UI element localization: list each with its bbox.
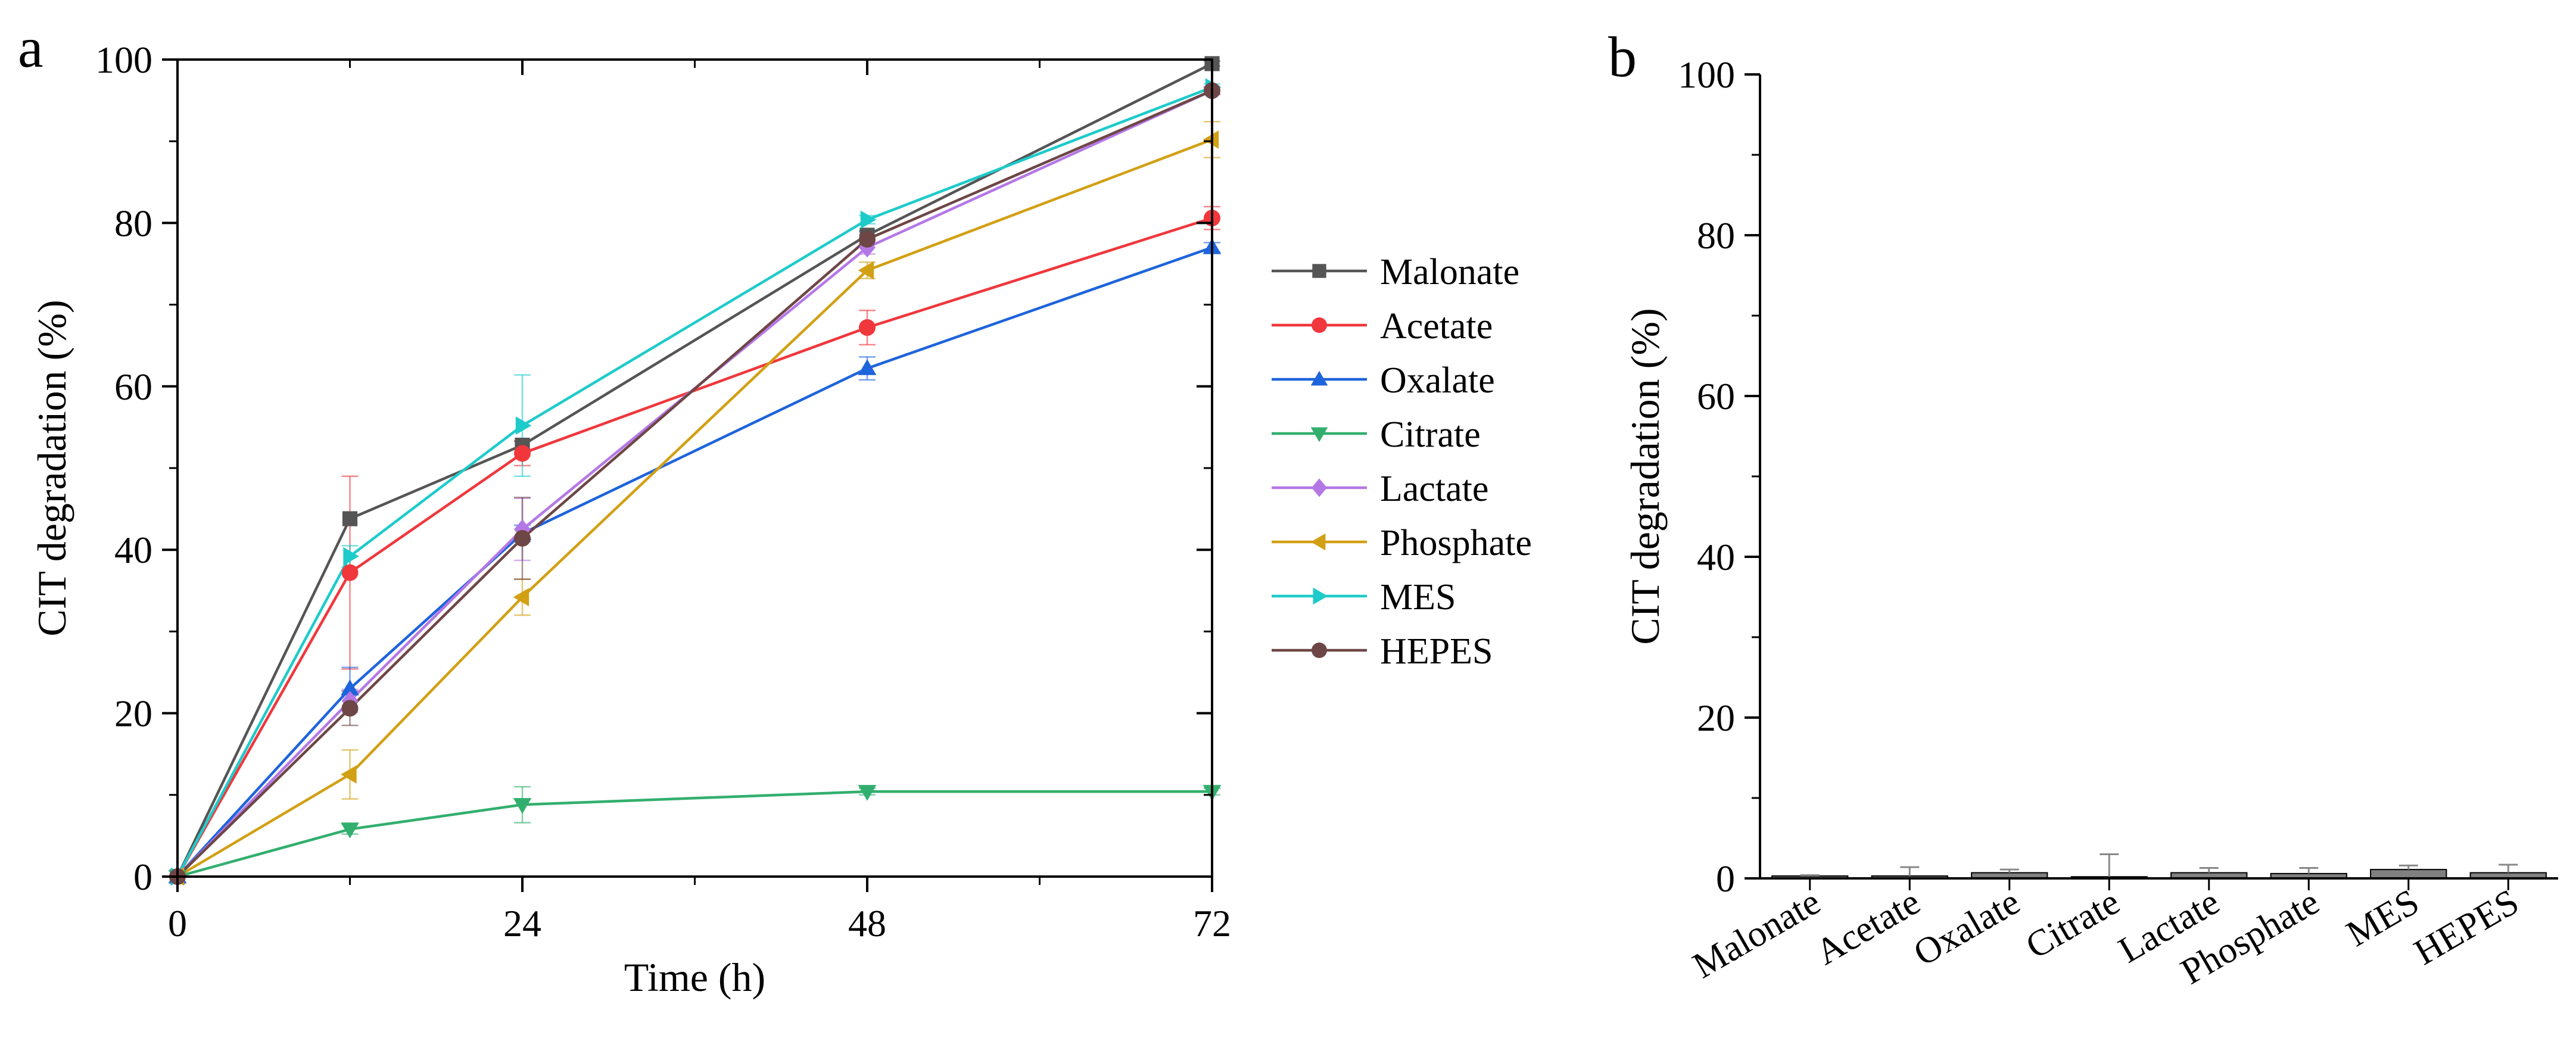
panel-b-letter: b xyxy=(1608,25,1637,89)
data-point-phosphate xyxy=(858,261,874,280)
chart-b-axes: MalonateAcetateOxalateCitrateLactatePhos… xyxy=(1678,54,2558,993)
data-point-mes xyxy=(515,416,532,435)
legend-label-oxalate: Oxalate xyxy=(1380,360,1495,401)
chart-a: 0 24 48 72 0 20 40 60 80 100 Malonate Acetate Oxala… xyxy=(29,39,1532,1000)
data-point-phosphate xyxy=(513,588,529,607)
legend-marker-citrate xyxy=(1310,427,1328,442)
legend-label-phosphate: Phosphate xyxy=(1380,523,1532,563)
chart-b-y-axis-label: CIT degradation (%) xyxy=(1622,308,1668,644)
category-label-citrate: Citrate xyxy=(2019,881,2126,967)
chart-b-bars xyxy=(1771,869,2547,880)
chart-b-y-tick-label: 80 xyxy=(1697,214,1735,257)
chart-a-y-axis-label: CIT degradation (%) xyxy=(29,300,74,636)
chart-a-y-tick-label: 80 xyxy=(114,202,152,244)
chart-b-y-tick-label: 100 xyxy=(1678,54,1735,96)
legend-label-mes: MES xyxy=(1380,577,1456,618)
data-point-citrate xyxy=(858,785,877,801)
legend-marker-oxalate xyxy=(1310,370,1328,386)
category-label-malonate: Malonate xyxy=(1686,881,1827,986)
series-line-phosphate xyxy=(176,138,1213,878)
category-label-acetate: Acetate xyxy=(1809,881,1927,973)
data-point-hepes xyxy=(341,700,359,717)
series-line-citrate xyxy=(177,790,1212,878)
data-point-citrate xyxy=(513,798,532,814)
series-line-lactate xyxy=(176,89,1213,878)
legend-label-hepes: HEPES xyxy=(1380,631,1493,672)
chart-a-markers xyxy=(168,56,1222,887)
category-label-hepes: HEPES xyxy=(2407,881,2525,973)
legend-marker-mes xyxy=(1313,587,1328,605)
legend-marker-acetate xyxy=(1312,317,1327,333)
legend-marker-malonate xyxy=(1312,264,1326,278)
chart-a-x-tick-label: 48 xyxy=(848,902,886,944)
chart-b: MalonateAcetateOxalateCitrateLactatePhos… xyxy=(1622,54,2558,993)
data-point-acetate xyxy=(341,564,359,581)
category-label-oxalate: Oxalate xyxy=(1907,881,2027,974)
chart-a-x-axis-label: Time (h) xyxy=(624,955,765,1000)
chart-b-y-tick-label: 0 xyxy=(1716,858,1735,900)
chart-a-y-tick-label: 20 xyxy=(114,693,152,735)
data-point-acetate xyxy=(859,319,876,336)
data-point-hepes xyxy=(859,230,876,248)
data-point-oxalate xyxy=(858,359,877,375)
legend-label-lactate: Lactate xyxy=(1380,469,1488,509)
legend-marker-phosphate xyxy=(1310,533,1326,551)
legend-label-citrate: Citrate xyxy=(1380,414,1481,455)
data-point-mes xyxy=(860,210,877,229)
legend-label-malonate: Malonate xyxy=(1380,252,1519,292)
chart-a-error-bars xyxy=(341,60,1220,835)
data-point-mes xyxy=(343,547,359,566)
data-point-phosphate xyxy=(341,765,357,784)
series-line-hepes xyxy=(176,89,1213,878)
chart-a-y-tick-label: 0 xyxy=(133,856,152,898)
legend-marker-lactate xyxy=(1312,478,1327,497)
data-point-phosphate xyxy=(1203,130,1219,149)
chart-a-legend: Malonate Acetate Oxalate Citrate Lactate Phos… xyxy=(1272,252,1532,672)
chart-a-plot-frame xyxy=(176,58,1213,878)
legend-label-acetate: Acetate xyxy=(1380,306,1493,347)
data-point-oxalate xyxy=(341,679,359,696)
series-line-malonate xyxy=(176,62,1213,877)
bar-mes xyxy=(2370,869,2447,880)
chart-a-x-tick-label: 72 xyxy=(1193,902,1231,944)
data-point-citrate xyxy=(341,822,359,838)
chart-b-y-tick-label: 40 xyxy=(1697,536,1735,578)
chart-b-y-tick-label: 60 xyxy=(1697,375,1735,417)
chart-a-y-tick-label: 40 xyxy=(114,529,152,571)
chart-a-x-tick-label: 24 xyxy=(503,902,541,944)
series-line-acetate xyxy=(176,217,1213,878)
data-point-malonate xyxy=(342,511,358,526)
chart-a-x-tick-label: 0 xyxy=(168,902,187,944)
series-line-mes xyxy=(176,86,1213,878)
data-point-acetate xyxy=(514,445,531,462)
series-line-oxalate xyxy=(176,246,1213,878)
chart-b-y-tick-label: 20 xyxy=(1697,697,1735,739)
legend-marker-hepes xyxy=(1312,643,1327,658)
chart-a-y-tick-label: 60 xyxy=(114,366,152,408)
chart-a-y-tick-label: 100 xyxy=(95,39,152,81)
chart-a-lines xyxy=(176,62,1213,878)
chart-b-error-bars xyxy=(1800,853,2518,877)
chart-a-axes: 0 24 48 72 0 20 40 60 80 100 xyxy=(95,39,1231,944)
data-point-hepes xyxy=(514,529,531,547)
panel-a-letter: a xyxy=(18,15,43,79)
